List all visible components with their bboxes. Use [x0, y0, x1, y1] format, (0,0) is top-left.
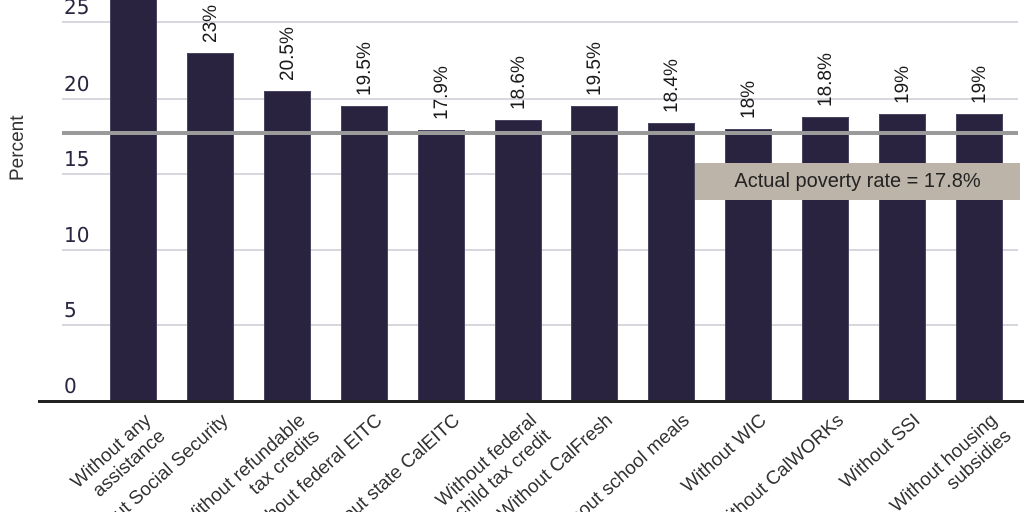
y-tick-10: 10 [64, 223, 90, 247]
x-axis-line [38, 400, 1024, 403]
bar-value-label: 23% [200, 4, 221, 43]
bar [418, 130, 465, 401]
poverty-reference-line [62, 131, 1018, 135]
y-tick-15: 15 [64, 147, 90, 171]
bar [648, 123, 695, 401]
bar [802, 117, 849, 401]
y-tick-25: 25 [64, 0, 90, 19]
bar-value-label: 18.4% [661, 59, 682, 113]
gridline-20 [62, 98, 1018, 100]
bar [571, 106, 618, 401]
y-tick-5: 5 [64, 298, 77, 322]
bar-value-label: 19.5% [354, 42, 375, 96]
bar-value-label: 20.5% [277, 27, 298, 81]
gridline-25 [62, 21, 1018, 23]
y-axis-title: Percent [7, 115, 28, 181]
y-tick-20: 20 [64, 72, 90, 96]
bar [495, 120, 542, 401]
bar-value-label: 19% [969, 65, 990, 104]
bar [956, 114, 1003, 401]
poverty-rate-annotation: Actual poverty rate = 17.8% [695, 163, 1020, 200]
bar-value-label: 19% [892, 65, 913, 104]
bar [879, 114, 926, 401]
bar [264, 91, 311, 401]
bar-value-label: 18.6% [508, 56, 529, 110]
bar-value-label: 18% [738, 80, 759, 119]
bar [110, 0, 157, 401]
bar-value-label: 18.8% [815, 53, 836, 107]
bar-value-label: 17.9% [431, 66, 452, 120]
y-tick-0: 0 [64, 374, 77, 398]
bar-value-label: 19.5% [584, 42, 605, 96]
bar [341, 106, 388, 401]
bar [187, 53, 234, 401]
